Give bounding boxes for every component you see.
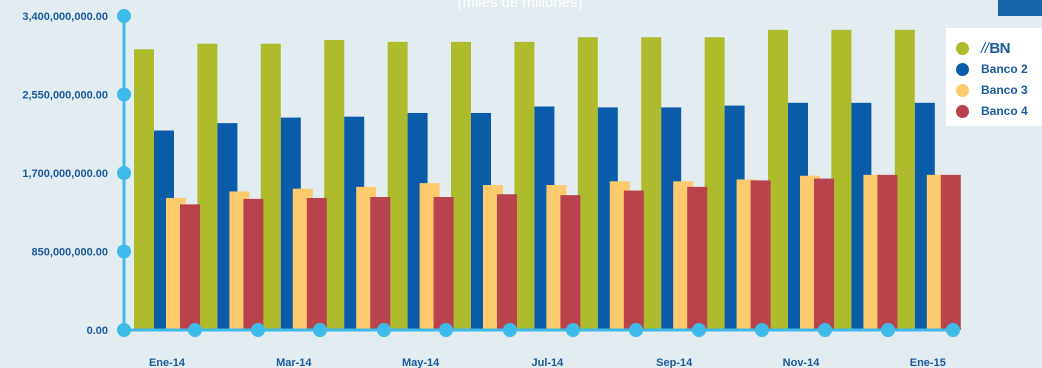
chart-subtitle: (miles de millones) xyxy=(457,0,583,11)
bar-banco-4-nov-14 xyxy=(814,178,834,330)
bar-bn-sep-14 xyxy=(641,37,662,330)
x-tick-marker xyxy=(439,323,453,337)
x-tick-label: Sep-14 xyxy=(656,357,693,368)
y-tick-labels: 0.00 850,000,000.00 1,700,000,000.00 2,550,… xyxy=(22,11,108,337)
bar-bn-ene-14 xyxy=(134,49,154,330)
bar-bn-jun-14 xyxy=(451,41,471,330)
x-tick-marker xyxy=(377,323,391,337)
y-tick-marker xyxy=(117,323,131,337)
x-tick-marker xyxy=(755,323,769,337)
bar-bn-feb-14 xyxy=(197,43,218,331)
y-tick-marker xyxy=(117,166,131,180)
y-tick-label: 1,700,000,000.00 xyxy=(22,168,108,180)
bar-banco-4-abr-14 xyxy=(370,197,391,330)
x-tick-marker xyxy=(692,323,706,337)
legend-item-banco-2: Banco 2 xyxy=(956,59,1028,79)
bar-series xyxy=(134,29,961,331)
axes xyxy=(117,9,960,337)
bar-banco-4-dic-14 xyxy=(877,174,898,330)
y-tick-label: 850,000,000.00 xyxy=(32,247,108,259)
legend-label-banco-3: Banco 3 xyxy=(981,83,1028,97)
bar-bn-abr-14 xyxy=(324,40,345,330)
y-tick-label: 3,400,000,000.00 xyxy=(22,11,108,23)
bar-bn-oct-14 xyxy=(704,37,725,330)
y-tick-marker xyxy=(117,87,131,102)
bar-banco-4-jun-14 xyxy=(497,194,517,330)
x-tick-marker xyxy=(503,323,517,337)
legend-swatch-banco-2 xyxy=(956,62,969,76)
bar-bn-ene-15 xyxy=(894,29,915,331)
bar-banco-4-jul-14 xyxy=(560,195,581,330)
legend-swatch-banco-3 xyxy=(956,83,969,97)
legend-swatch-bn xyxy=(956,41,969,55)
y-tick-label: 2,550,000,000.00 xyxy=(22,90,108,102)
x-tick-marker xyxy=(251,323,265,337)
bar-banco-4-ene-15 xyxy=(940,174,961,330)
bar-bn-dic-14 xyxy=(831,29,852,331)
legend-label-banco-4: Banco 4 xyxy=(981,104,1028,118)
x-tick-label: Ene-14 xyxy=(149,357,186,368)
x-tick-marker xyxy=(313,323,327,337)
y-tick-marker xyxy=(117,244,131,259)
legend-label-banco-2: Banco 2 xyxy=(981,62,1028,76)
x-tick-label: Ene-15 xyxy=(910,357,946,368)
bar-banco-4-feb-14 xyxy=(243,198,264,330)
bn-logo: //BN xyxy=(981,39,1011,57)
x-tick-marker xyxy=(629,323,643,337)
bar-banco-4-mar-14 xyxy=(306,197,327,330)
x-tick-label: Mar-14 xyxy=(276,357,312,368)
x-tick-marker xyxy=(188,323,202,337)
x-tick-label: Jul-14 xyxy=(532,357,565,368)
bar-bn-nov-14 xyxy=(768,29,788,331)
x-tick-labels: Ene-14 Mar-14 May-14 Jul-14 Sep-14 Nov-14 Ene-… xyxy=(149,357,946,368)
x-tick-marker xyxy=(946,323,960,337)
bar-banco-4-sep-14 xyxy=(687,186,708,330)
corner-decoration xyxy=(998,0,1042,16)
x-tick-marker xyxy=(566,323,580,337)
bar-bn-ago-14 xyxy=(577,37,598,330)
bar-bn-jul-14 xyxy=(514,41,535,330)
legend-swatch-banco-4 xyxy=(956,104,969,118)
x-tick-label: May-14 xyxy=(402,357,440,368)
legend-item-banco-3: Banco 3 xyxy=(956,80,1028,100)
x-tick-label: Nov-14 xyxy=(783,357,821,368)
legend-item-banco-4: Banco 4 xyxy=(956,101,1028,121)
bar-banco-4-may-14 xyxy=(433,197,454,330)
chart-legend: //BN Banco 2 Banco 3 Banco 4 xyxy=(946,28,1042,126)
x-tick-marker xyxy=(818,323,832,337)
bar-bn-may-14 xyxy=(387,41,408,330)
bar-banco-4-ago-14 xyxy=(623,190,644,330)
bar-bn-mar-14 xyxy=(260,43,281,331)
y-tick-label: 0.00 xyxy=(87,325,108,337)
bar-banco-4-ene-14 xyxy=(180,204,200,330)
bar-banco-4-oct-14 xyxy=(750,180,771,330)
y-tick-marker xyxy=(117,9,131,23)
x-tick-marker xyxy=(881,323,895,337)
legend-item-bn: //BN xyxy=(956,38,1011,58)
